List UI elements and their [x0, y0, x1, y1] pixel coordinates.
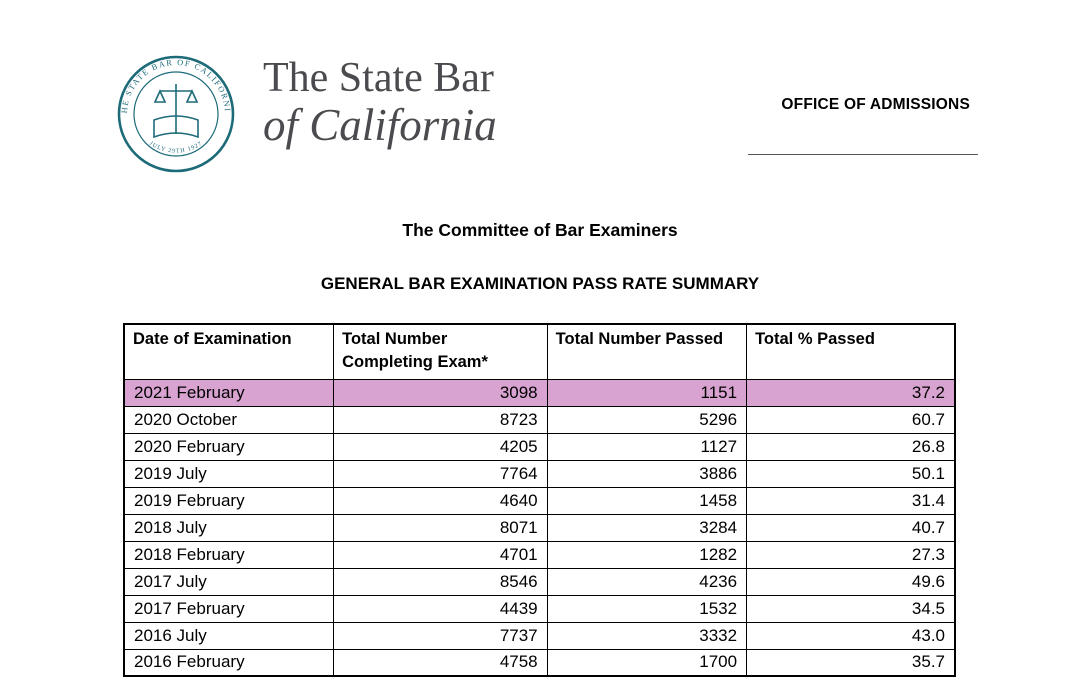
pass-rate-table: Date of Examination Total Number Complet… — [123, 323, 956, 677]
wordmark-line2: of California — [263, 100, 497, 151]
committee-title: The Committee of Bar Examiners — [402, 220, 678, 240]
exam-date-cell: 2017 February — [123, 594, 335, 623]
exam-date-cell: 2018 July — [123, 513, 335, 542]
table-row: 2018 February 4701 1282 27.3 — [123, 540, 956, 569]
seal-scales-and-book-icon — [153, 84, 199, 139]
table-row: 2020 February 4205 1127 26.8 — [123, 432, 956, 461]
table-row: 2016 July 7737 3332 43.0 — [123, 621, 956, 650]
total-completing-cell: 8071 — [333, 513, 548, 542]
total-passed-cell: 1282 — [546, 540, 748, 569]
svg-text:JULY 29TH 1927: JULY 29TH 1927 — [148, 141, 204, 155]
total-passed-cell: 1532 — [546, 594, 748, 623]
pct-passed-cell: 37.2 — [746, 378, 956, 407]
exam-date-cell: 2018 February — [123, 540, 335, 569]
pct-passed-cell: 34.5 — [746, 594, 956, 623]
office-of-admissions-label: OFFICE OF ADMISSIONS — [781, 96, 970, 113]
total-passed-cell: 1151 — [546, 378, 748, 407]
exam-date-cell: 2020 October — [123, 405, 335, 434]
pct-passed-cell: 60.7 — [746, 405, 956, 434]
seal-ring-text-top: THE STATE BAR OF CALIFORNIA — [112, 47, 230, 114]
total-completing-cell: 4205 — [333, 432, 548, 461]
pass-rate-table-body: 2021 February 3098 1151 37.2 2020 October 872… — [123, 378, 956, 677]
seal-ring-text-bottom: JULY 29TH 1927 — [148, 141, 203, 155]
total-passed-cell: 1700 — [546, 648, 748, 677]
table-row: 2018 July 8071 3284 40.7 — [123, 513, 956, 542]
total-completing-cell: 8723 — [333, 405, 548, 434]
wordmark-line1: The State Bar — [263, 55, 494, 101]
total-passed-cell: 5296 — [546, 405, 748, 434]
total-completing-cell: 3098 — [333, 378, 548, 407]
exam-date-cell: 2016 July — [123, 621, 335, 650]
pct-passed-cell: 31.4 — [746, 486, 956, 515]
pct-passed-cell: 43.0 — [746, 621, 956, 650]
state-bar-seal-icon: THE STATE BAR OF CALIFORNIA JULY 29TH 19… — [112, 47, 236, 174]
exam-date-cell: 2020 February — [123, 432, 335, 461]
pct-passed-cell: 35.7 — [746, 648, 956, 677]
header-date-of-examination: Date of Examination — [123, 323, 335, 380]
pct-passed-cell: 26.8 — [746, 432, 956, 461]
pct-passed-cell: 27.3 — [746, 540, 956, 569]
total-passed-cell: 3284 — [546, 513, 748, 542]
total-completing-cell: 4758 — [333, 648, 548, 677]
total-completing-cell: 7737 — [333, 621, 548, 650]
exam-date-cell: 2019 February — [123, 486, 335, 515]
page-title: GENERAL BAR EXAMINATION PASS RATE SUMMAR… — [320, 274, 760, 293]
total-completing-cell: 8546 — [333, 567, 548, 596]
exam-date-cell: 2016 February — [123, 648, 335, 677]
total-passed-cell: 1458 — [546, 486, 748, 515]
header-divider-rule — [748, 154, 978, 155]
total-completing-cell: 7764 — [333, 459, 548, 488]
table-row: 2020 October 8723 5296 60.7 — [123, 405, 956, 434]
table-row: 2021 February 3098 1151 37.2 — [123, 378, 956, 407]
total-passed-cell: 4236 — [546, 567, 748, 596]
table-header-row: Date of Examination Total Number Complet… — [123, 323, 956, 380]
header-total-completing: Total Number Completing Exam* — [333, 323, 548, 380]
total-completing-cell: 4439 — [333, 594, 548, 623]
total-completing-cell: 4640 — [333, 486, 548, 515]
total-completing-cell: 4701 — [333, 540, 548, 569]
table-row: 2019 July 7764 3886 50.1 — [123, 459, 956, 488]
total-passed-cell: 3332 — [546, 621, 748, 650]
table-row: 2017 February 4439 1532 34.5 — [123, 594, 956, 623]
total-passed-cell: 3886 — [546, 459, 748, 488]
exam-date-cell: 2017 July — [123, 567, 335, 596]
pct-passed-cell: 50.1 — [746, 459, 956, 488]
header-total-pct-passed: Total % Passed — [746, 323, 956, 380]
state-bar-wordmark: The State Bar of California — [263, 55, 497, 151]
svg-text:THE STATE BAR OF CALIFORNIA: THE STATE BAR OF CALIFORNIA — [116, 54, 232, 114]
exam-date-cell: 2021 February — [123, 378, 335, 407]
table-row: 2017 July 8546 4236 49.6 — [123, 567, 956, 596]
pct-passed-cell: 40.7 — [746, 513, 956, 542]
table-row: 2019 February 4640 1458 31.4 — [123, 486, 956, 515]
header-total-passed: Total Number Passed — [546, 323, 748, 380]
total-passed-cell: 1127 — [546, 432, 748, 461]
pct-passed-cell: 49.6 — [746, 567, 956, 596]
exam-date-cell: 2019 July — [123, 459, 335, 488]
table-row: 2016 February 4758 1700 35.7 — [123, 648, 956, 677]
